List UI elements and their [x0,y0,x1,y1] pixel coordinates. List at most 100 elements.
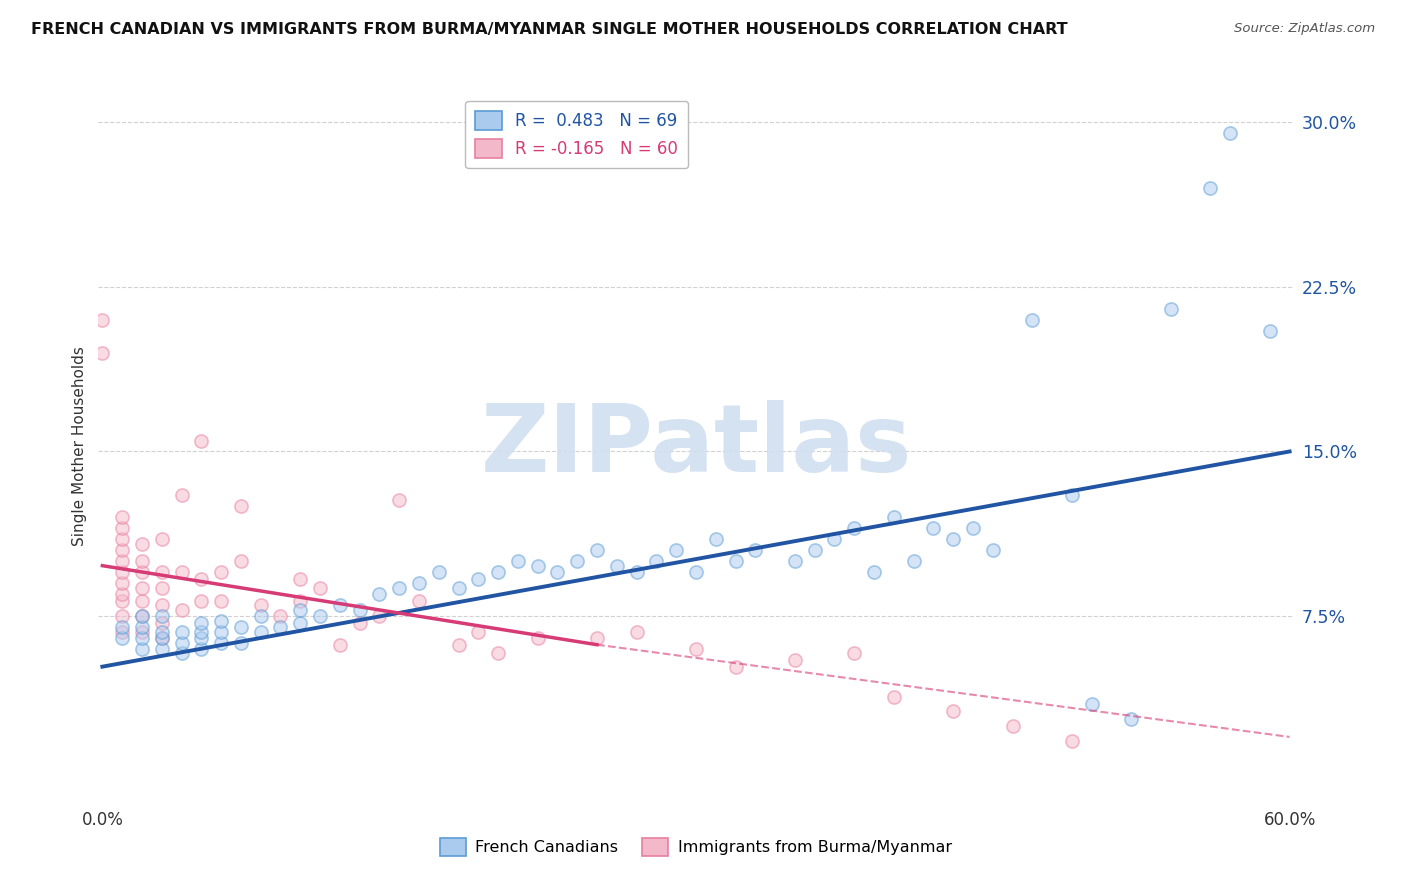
Text: Source: ZipAtlas.com: Source: ZipAtlas.com [1234,22,1375,36]
Point [111,594,134,608]
Point [546,566,568,580]
Point [1060,734,1083,748]
Point [586,631,609,645]
Point [783,554,806,568]
Point [111,587,134,601]
Point [863,566,886,580]
Point [942,704,965,718]
Text: ZIPatlas: ZIPatlas [481,400,911,492]
Point [131,609,153,624]
Point [190,624,212,639]
Point [309,581,332,595]
Point [229,500,252,514]
Point [962,521,984,535]
Point [249,624,271,639]
Point [91,345,114,359]
Point [824,533,846,547]
Point [131,642,153,657]
Point [190,642,212,657]
Point [1258,324,1281,338]
Point [131,609,153,624]
Point [111,620,134,634]
Point [685,566,707,580]
Point [290,594,312,608]
Point [883,690,905,705]
Point [209,614,232,628]
Point [150,624,173,639]
Point [131,631,153,645]
Point [150,631,173,645]
Point [131,537,153,551]
Point [131,624,153,639]
Point [209,635,232,649]
Point [111,566,134,580]
Text: FRENCH CANADIAN VS IMMIGRANTS FROM BURMA/MYANMAR SINGLE MOTHER HOUSEHOLDS CORREL: FRENCH CANADIAN VS IMMIGRANTS FROM BURMA… [31,22,1067,37]
Point [526,631,548,645]
Point [229,635,252,649]
Point [783,653,806,667]
Point [111,609,134,624]
Point [567,554,589,568]
Point [111,543,134,558]
Point [744,543,766,558]
Point [111,554,134,568]
Point [408,576,430,591]
Point [269,620,291,634]
Point [626,566,648,580]
Point [170,635,193,649]
Point [131,566,153,580]
Point [1160,301,1182,316]
Point [506,554,529,568]
Point [131,620,153,634]
Point [249,609,271,624]
Point [190,572,212,586]
Point [150,566,173,580]
Point [309,609,332,624]
Point [981,543,1004,558]
Point [290,615,312,630]
Point [170,566,193,580]
Y-axis label: Single Mother Households: Single Mother Households [72,346,87,546]
Point [111,533,134,547]
Point [645,554,668,568]
Point [704,533,727,547]
Point [1199,181,1222,195]
Point [942,533,965,547]
Point [209,624,232,639]
Point [349,615,371,630]
Point [111,510,134,524]
Point [290,572,312,586]
Point [388,492,411,507]
Point [1121,712,1143,726]
Point [665,543,688,558]
Point [150,642,173,657]
Legend: French Canadians, Immigrants from Burma/Myanmar: French Canadians, Immigrants from Burma/… [434,831,957,863]
Point [131,554,153,568]
Point [388,581,411,595]
Point [290,602,312,616]
Point [486,566,509,580]
Point [329,598,352,612]
Point [724,554,747,568]
Point [1219,126,1241,140]
Point [427,566,450,580]
Point [111,576,134,591]
Point [1021,312,1043,326]
Point [111,631,134,645]
Point [626,624,648,639]
Point [447,638,470,652]
Point [803,543,825,558]
Point [111,624,134,639]
Point [111,521,134,535]
Point [229,620,252,634]
Point [170,624,193,639]
Point [131,594,153,608]
Point [586,543,609,558]
Point [150,598,173,612]
Point [486,647,509,661]
Point [368,587,391,601]
Point [269,609,291,624]
Point [606,558,628,573]
Point [447,581,470,595]
Point [844,647,866,661]
